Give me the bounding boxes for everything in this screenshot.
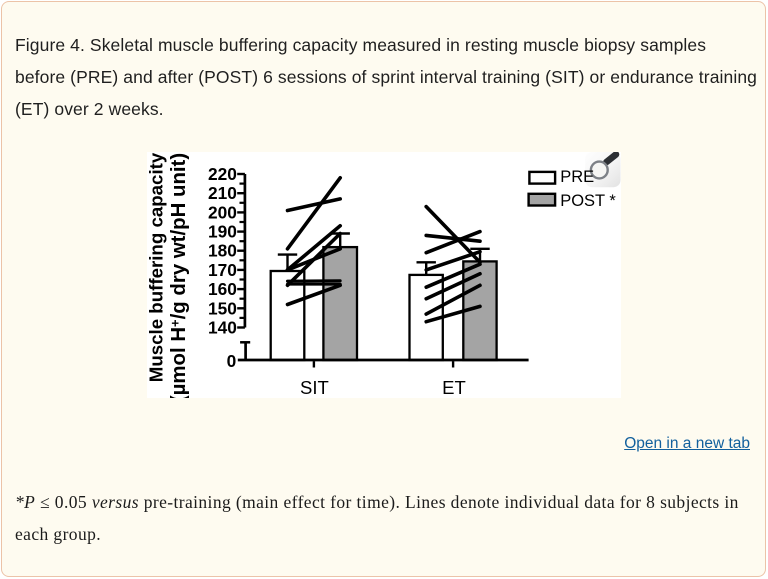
svg-text:210: 210 bbox=[208, 183, 237, 203]
svg-text:180: 180 bbox=[208, 240, 237, 260]
svg-text:160: 160 bbox=[208, 279, 237, 299]
svg-text:170: 170 bbox=[208, 260, 237, 280]
svg-text:200: 200 bbox=[208, 202, 237, 222]
svg-text:190: 190 bbox=[208, 221, 237, 241]
svg-text:150: 150 bbox=[208, 298, 237, 318]
svg-text:140: 140 bbox=[208, 317, 237, 337]
svg-text:SIT: SIT bbox=[300, 377, 329, 398]
svg-text:POST *: POST * bbox=[560, 192, 616, 210]
svg-text:PRE: PRE bbox=[560, 167, 594, 185]
svg-text:ET: ET bbox=[442, 377, 466, 398]
svg-text:Muscle buffering capacity: Muscle buffering capacity bbox=[147, 152, 167, 382]
svg-text:220: 220 bbox=[208, 164, 237, 184]
svg-text:0: 0 bbox=[226, 350, 236, 370]
svg-text:(µmol H+/g dry wt/pH unit): (µmol H+/g dry wt/pH unit) bbox=[167, 153, 190, 398]
